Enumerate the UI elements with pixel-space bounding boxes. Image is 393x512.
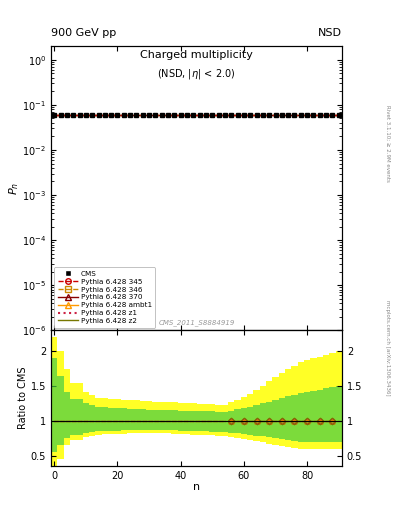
Legend: CMS, Pythia 6.428 345, Pythia 6.428 346, Pythia 6.428 370, Pythia 6.428 ambt1, P: CMS, Pythia 6.428 345, Pythia 6.428 346,… — [54, 267, 156, 328]
Text: (NSD, $|\eta|$ < 2.0): (NSD, $|\eta|$ < 2.0) — [157, 68, 236, 81]
Text: mcplots.cern.ch [arXiv:1306.3436]: mcplots.cern.ch [arXiv:1306.3436] — [385, 301, 390, 396]
Y-axis label: $P_n$: $P_n$ — [7, 182, 21, 195]
Text: NSD: NSD — [318, 28, 342, 38]
Text: Charged multiplicity: Charged multiplicity — [140, 50, 253, 60]
X-axis label: n: n — [193, 482, 200, 492]
Text: 900 GeV pp: 900 GeV pp — [51, 28, 116, 38]
Text: CMS_2011_S8884919: CMS_2011_S8884919 — [158, 319, 235, 326]
Text: Rivet 3.1.10; ≥ 2.9M events: Rivet 3.1.10; ≥ 2.9M events — [385, 105, 390, 182]
Y-axis label: Ratio to CMS: Ratio to CMS — [18, 367, 28, 430]
